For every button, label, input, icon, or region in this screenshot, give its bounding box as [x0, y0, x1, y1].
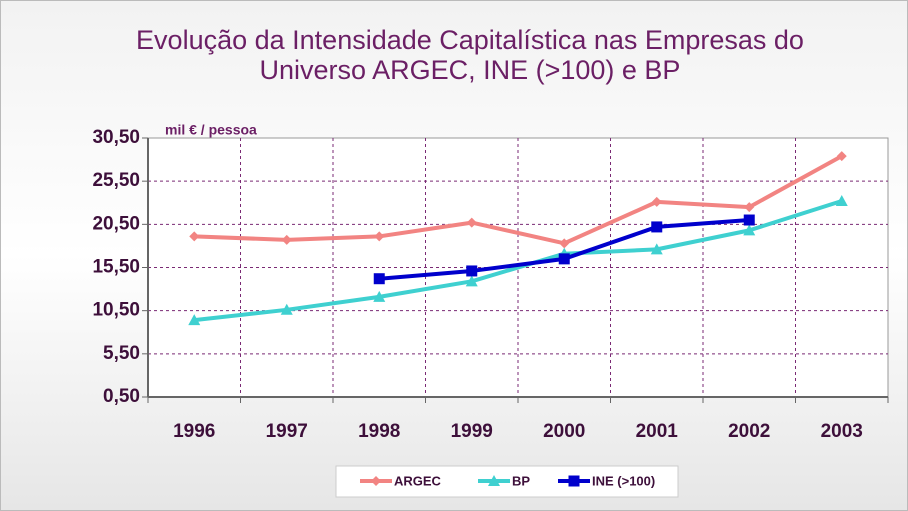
chart-title: Evolução da Intensidade Capitalística na… [136, 25, 804, 55]
legend-marker [488, 475, 500, 486]
data-point [280, 303, 293, 315]
data-point [374, 231, 385, 242]
y-tick-label: 15,50 [92, 257, 140, 278]
data-point [466, 217, 477, 228]
data-point [743, 224, 756, 236]
legend-marker [371, 476, 381, 486]
unit-annotation: mil € / pessoa [165, 122, 257, 138]
x-tick-label: 1997 [266, 421, 308, 442]
series-line [194, 199, 843, 323]
data-point [650, 243, 663, 255]
y-tick-label: 25,50 [92, 170, 140, 191]
x-tick-label: 2003 [821, 421, 863, 442]
data-point [466, 265, 478, 277]
x-tick-label: 2000 [543, 421, 585, 442]
data-point [836, 151, 847, 162]
chart-title: Universo ARGEC, INE (>100) e BP [260, 55, 681, 85]
data-point [651, 221, 663, 233]
data-point [651, 196, 662, 207]
y-tick-label: 20,50 [92, 213, 140, 234]
x-tick-label: 2002 [728, 421, 770, 442]
x-tick-label: 2001 [636, 421, 679, 442]
data-point [835, 195, 848, 207]
data-point [189, 231, 200, 242]
x-tick-label: 1996 [173, 421, 215, 442]
y-tick-label: 5,50 [103, 343, 140, 364]
x-tick-label: 1999 [451, 421, 493, 442]
data-point [743, 214, 755, 226]
x-tick-label: 1998 [358, 421, 400, 442]
legend-label: BP [512, 473, 530, 488]
data-point [373, 273, 385, 285]
data-point [558, 253, 570, 265]
series-line [194, 154, 843, 246]
y-tick-label: 30,50 [92, 127, 140, 148]
data-point [465, 275, 478, 287]
data-point [281, 234, 292, 245]
data-point [373, 290, 386, 302]
data-point [559, 238, 570, 249]
legend-marker [568, 475, 580, 487]
data-point [188, 314, 201, 326]
data-point [744, 202, 755, 213]
y-tick-label: 0,50 [103, 386, 140, 407]
legend-label: ARGEC [394, 473, 442, 488]
legend-label: INE (>100) [592, 473, 655, 488]
y-tick-label: 10,50 [92, 300, 140, 321]
